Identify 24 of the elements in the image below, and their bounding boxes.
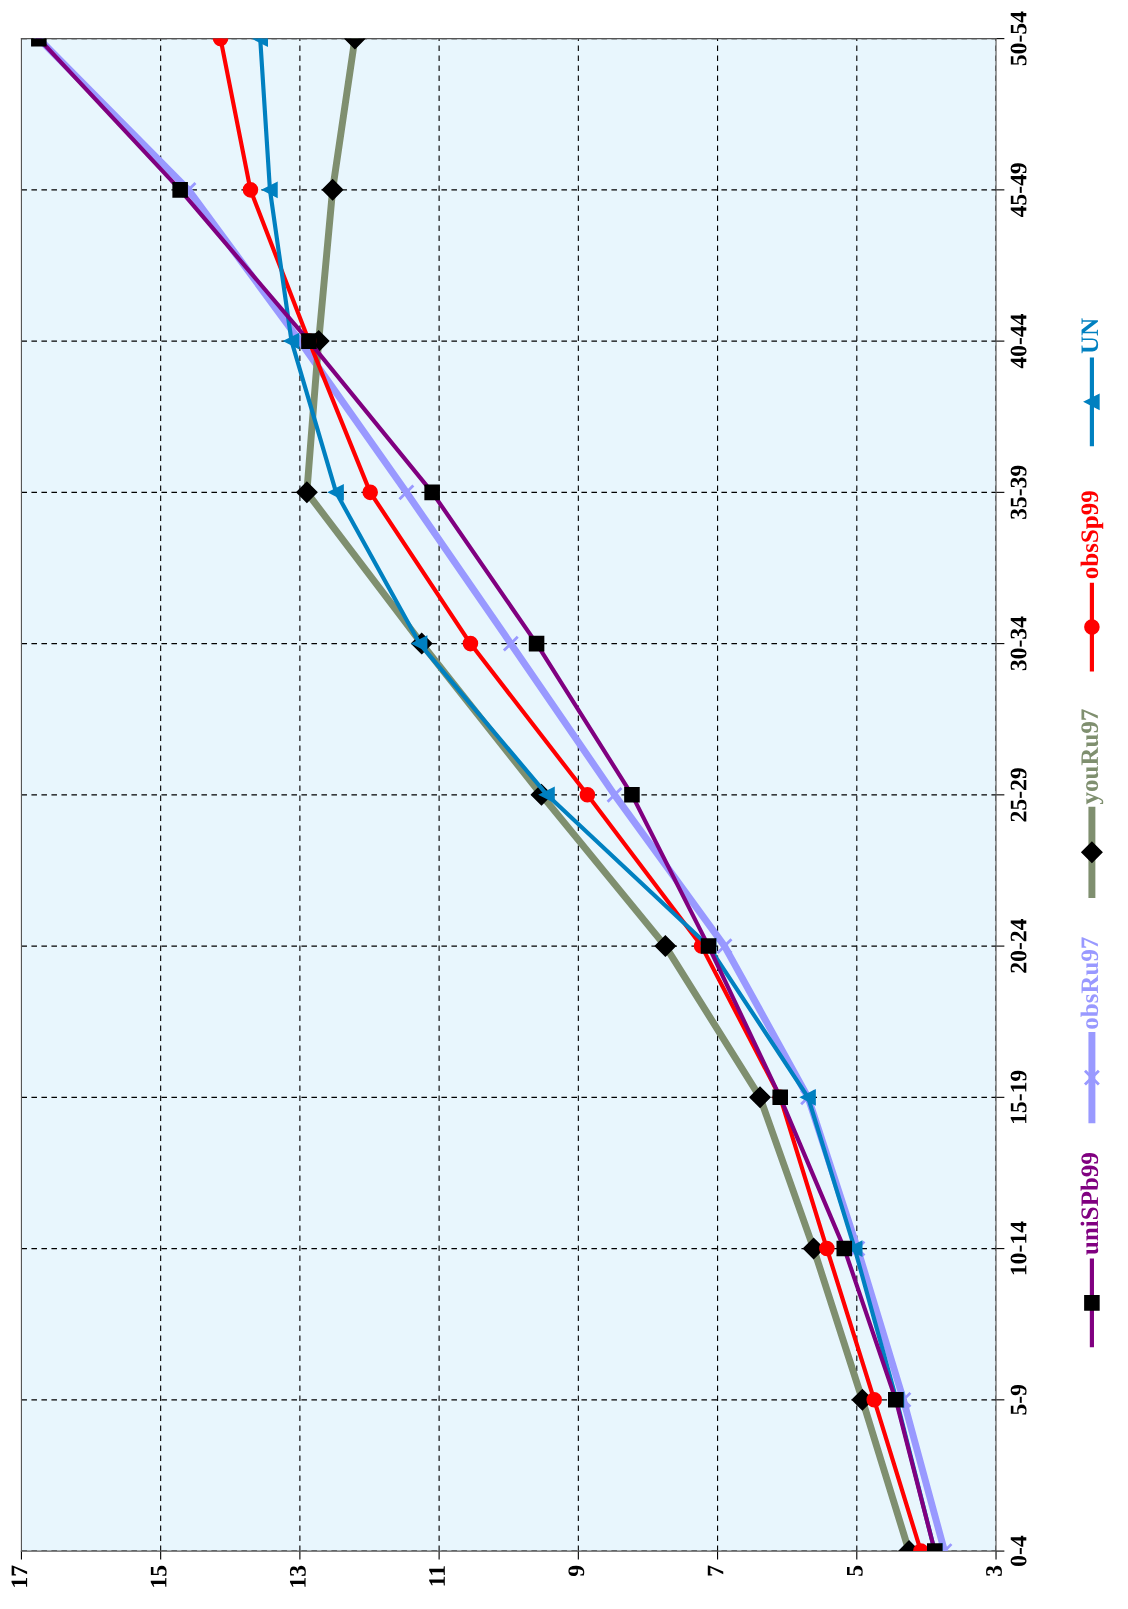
y-tick-label: 30-34 [1010,616,1027,671]
y-tick-label: 0-4 [1010,1535,1027,1566]
text: UN [1081,318,1099,354]
y-tick-label: 15-19 [1010,1070,1027,1123]
y-tick-label: 45-49 [1010,163,1027,218]
y-tick-label: 10-14 [1010,1221,1027,1275]
x-tick-label: 17 [11,1565,28,1587]
y-tick-label: 20-24 [1010,918,1027,973]
x-tick-label: 7 [707,1565,724,1576]
y-tick-label: 50-54 [1010,11,1027,66]
x-tick-label: 5 [847,1565,863,1576]
y-tick-label: 35-39 [1010,465,1027,520]
text: obsRu97 [1080,937,1099,1029]
x-tick-label: 13 [289,1565,306,1587]
text: obsSp99 [1080,491,1104,579]
text: youRu97 [1081,709,1104,805]
y-tick-label: 40-44 [1010,314,1027,369]
y-tick-label: 5-9 [1010,1384,1027,1415]
x-tick-label: 3 [986,1565,1002,1576]
text: uniSPb99 [1080,1153,1099,1255]
x-tick-label: 9 [568,1565,585,1577]
x-tick-label: 15 [150,1565,167,1587]
x-tick-label: 11 [429,1566,445,1586]
y-tick-label: 25-29 [1010,768,1027,822]
